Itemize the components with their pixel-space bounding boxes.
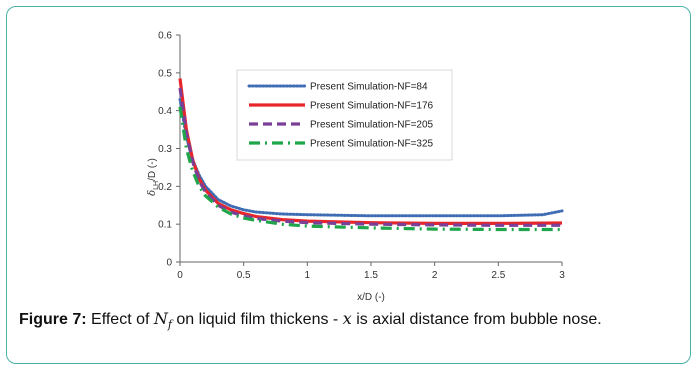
x-axis-title: x/D (-) (357, 292, 385, 303)
y-axis-title-sub: LH (153, 181, 160, 190)
x-tick-label: 1 (305, 270, 311, 281)
legend-label-4: Present Simulation-NF=325 (310, 139, 434, 150)
y-tick-label: 0.2 (158, 182, 172, 193)
legend-label-1: Present Simulation-NF=84 (310, 82, 428, 93)
caption-symbol-main: N (153, 309, 168, 328)
chart-axes: 0 0.1 0.2 0.3 0.4 0.5 0.6 0 0.5 1 1.5 2 2.5 3 (158, 31, 565, 282)
x-tick-label: 3 (559, 270, 565, 281)
figure-frame: 0 0.1 0.2 0.3 0.4 0.5 0.6 0 0.5 1 1.5 2 2.5 3 Present… (6, 6, 691, 364)
y-tick-label: 0.3 (158, 144, 172, 155)
x-tick-label: 2 (432, 270, 438, 281)
legend-label-2: Present Simulation-NF=176 (310, 101, 434, 112)
caption-symbol-x: x (342, 309, 352, 328)
y-tick-label: 0.4 (158, 106, 172, 117)
y-tick-label: 0.5 (158, 68, 172, 79)
y-tick-label: 0.1 (158, 220, 172, 231)
y-tick-label: 0 (166, 258, 172, 269)
x-tick-label: 1.5 (364, 270, 378, 281)
caption-label: Figure 7: (19, 311, 87, 328)
caption-symbol: Nf (153, 309, 172, 332)
caption-symbol-sub: f (167, 318, 172, 332)
caption-text-middle: on liquid film thickens - (176, 311, 339, 328)
caption-text-before: Effect of (91, 311, 150, 328)
line-chart: 0 0.1 0.2 0.3 0.4 0.5 0.6 0 0.5 1 1.5 2 2.5 3 Present… (147, 31, 565, 304)
series-line-3 (178, 87, 562, 227)
y-axis-title: δLH/D (-) (147, 158, 160, 196)
series-line-4 (178, 106, 562, 232)
x-tick-label: 2.5 (491, 270, 505, 281)
legend-label-3: Present Simulation-NF=205 (310, 120, 434, 131)
x-tick-label: 0.5 (237, 270, 251, 281)
x-tick-label: 0 (177, 270, 183, 281)
caption-text-after: is axial distance from bubble nose. (356, 311, 602, 328)
y-tick-label: 0.6 (158, 31, 172, 42)
y-axis-title-main: δ (147, 190, 158, 196)
y-axis-title-rest: /D (-) (147, 158, 158, 181)
chart-series (178, 78, 564, 232)
chart-legend: Present Simulation-NF=84 Present Simulati… (236, 69, 453, 161)
figure-caption: Figure 7: Effect of Nf on liquid film th… (19, 309, 679, 335)
